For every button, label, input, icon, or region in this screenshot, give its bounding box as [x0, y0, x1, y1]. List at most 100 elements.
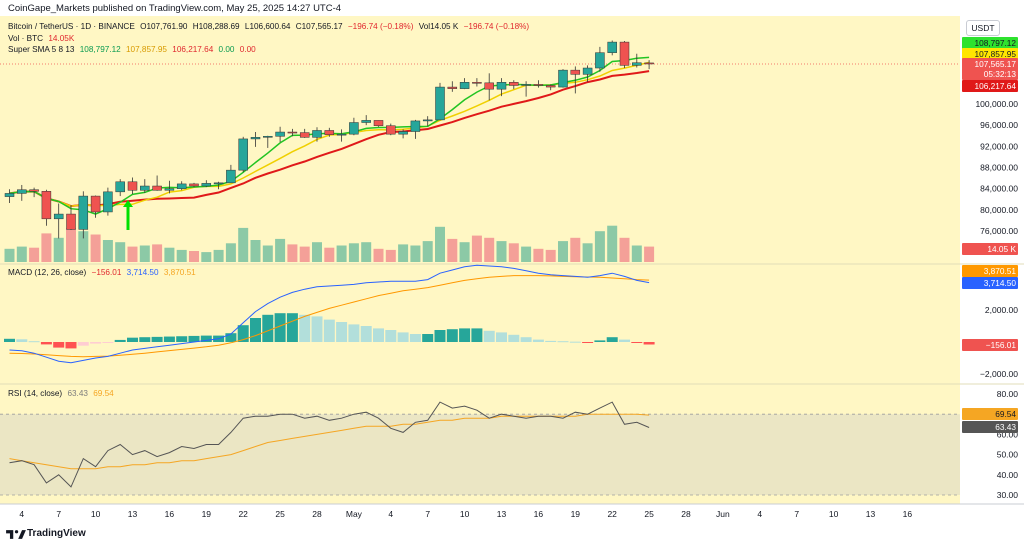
sma8-badge: 107,857.95 — [974, 49, 1016, 59]
low-value: L106,600.64 — [244, 22, 291, 31]
time-axis-label: 25 — [644, 509, 654, 519]
candle-body — [103, 191, 113, 213]
candle-body — [496, 82, 507, 90]
volume-bar — [102, 240, 113, 262]
candle — [496, 78, 507, 97]
candle — [349, 117, 359, 136]
macd-histogram-bar — [360, 326, 372, 342]
time-axis-label: May — [346, 509, 363, 519]
time-axis-label: 25 — [275, 509, 285, 519]
volume-bar — [398, 244, 409, 262]
volume-bar — [41, 233, 52, 262]
candle-body — [459, 82, 470, 89]
candle-body — [582, 67, 593, 75]
volume-badge: 14.05 K — [987, 244, 1016, 254]
rsi-value: 63.43 — [67, 389, 88, 398]
tradingview-logo-icon — [6, 530, 26, 539]
candle — [164, 180, 175, 194]
time-axis-label: 22 — [238, 509, 248, 519]
candle-body — [545, 85, 556, 88]
candle — [176, 181, 187, 191]
macd-line-value: 3,714.50 — [126, 268, 159, 277]
volume-bar — [324, 247, 335, 262]
candle — [373, 120, 384, 127]
macd-signal-value: 3,870.51 — [163, 268, 196, 277]
macd-signal-line — [9, 275, 650, 358]
candle-body — [349, 122, 359, 135]
macd-histogram-bar — [262, 314, 274, 342]
footer: TradingView — [0, 526, 300, 544]
macd-histogram-bar — [151, 336, 163, 342]
sma8-value: 107,857.95 — [126, 45, 167, 54]
macd-histogram-bar — [446, 329, 458, 342]
candle — [41, 189, 52, 226]
macd-histogram-bar — [434, 330, 446, 342]
candle — [644, 60, 654, 70]
candle-body — [17, 189, 27, 194]
macd-histogram-bar — [225, 333, 237, 342]
buy-arrow-icon — [123, 200, 133, 230]
sma-label[interactable]: Super SMA 5 8 13 — [8, 45, 75, 54]
rsi-band — [0, 414, 960, 495]
macd-histogram-bar — [114, 339, 126, 342]
macd-histogram-bar — [274, 313, 286, 342]
volume-bar — [225, 243, 236, 262]
price-axis-label: 80,000.00 — [980, 205, 1018, 215]
volume-bar — [189, 251, 199, 262]
tradingview-brand[interactable]: TradingView — [27, 528, 86, 539]
candle-body — [41, 191, 52, 220]
sma5-badge-bg — [962, 37, 1018, 49]
rsi-axis-label: 80.00 — [997, 389, 1019, 399]
volume-bar — [594, 231, 605, 262]
volume-bar — [16, 246, 27, 262]
open-value: O107,761.90 — [140, 22, 188, 31]
macd-histogram-bar — [422, 334, 434, 342]
currency-button[interactable]: USDT — [966, 20, 1000, 36]
macd-histogram-bar — [163, 336, 175, 342]
volume-bar — [496, 241, 507, 262]
volume-bar — [127, 246, 138, 262]
macd-label[interactable]: MACD (12, 26, close) — [8, 268, 87, 277]
candle — [619, 41, 630, 69]
volume-bar — [201, 252, 212, 262]
candle-body — [410, 120, 421, 132]
rsi-label[interactable]: RSI (14, close) — [8, 389, 63, 398]
sma-legend: Super SMA 5 8 13 108,797.12 107,857.95 1… — [8, 45, 259, 54]
candle-body — [373, 120, 384, 126]
macd-histogram-bar — [127, 337, 138, 342]
price-badge: 107,565.17 — [974, 59, 1016, 69]
volume-bar — [90, 234, 101, 262]
rsi-badge-bg — [962, 421, 1018, 433]
sma-extra-value-2: 0.00 — [239, 45, 256, 54]
sma5-badge: 108,797.12 — [974, 38, 1016, 48]
volume-bar — [435, 226, 445, 262]
change-value: −196.74 (−0.18%) — [347, 22, 414, 31]
volume-label[interactable]: Vol · BTC — [8, 34, 44, 43]
macd-histogram-bar — [348, 324, 360, 342]
volume-bar — [471, 235, 482, 262]
macd-histogram-bar — [102, 342, 114, 343]
volume-bar — [644, 246, 655, 262]
time-axis-label: 4 — [388, 509, 393, 519]
candle-body — [152, 185, 162, 191]
macd-histogram-bar — [336, 322, 348, 342]
change-value-2: −196.74 (−0.18%) — [463, 22, 530, 31]
published-text: CoinGape_Markets published on TradingVie… — [8, 3, 342, 14]
macd-line-badge-bg — [962, 277, 1018, 289]
macd-histogram-bar — [373, 328, 384, 342]
rsi-axis-label: 60.00 — [997, 429, 1019, 439]
time-axis-label: 13 — [497, 509, 507, 519]
candle-body — [422, 119, 433, 122]
macd-line-badge: 3,714.50 — [984, 278, 1017, 288]
symbol-name[interactable]: Bitcoin / TetherUS · 1D · BINANCE — [8, 22, 135, 31]
candle-body — [238, 138, 248, 171]
time-axis-label: 7 — [56, 509, 61, 519]
volume-bar — [262, 245, 273, 262]
candle-body — [4, 193, 15, 197]
volume-bar — [312, 242, 322, 262]
candle-body — [607, 41, 617, 53]
candle — [607, 40, 617, 56]
candle — [484, 73, 494, 101]
volume-bar — [238, 227, 249, 262]
